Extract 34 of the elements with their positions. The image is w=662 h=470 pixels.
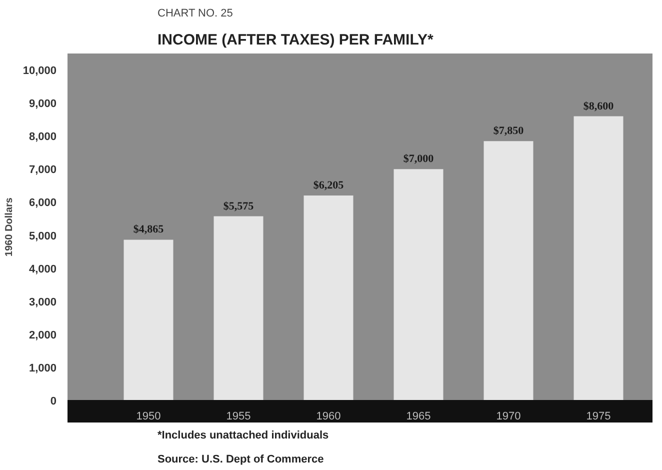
bar bbox=[484, 141, 534, 400]
y-tick-label: 4,000 bbox=[28, 263, 57, 276]
chart-subtitle: CHART NO. 25 bbox=[158, 8, 233, 20]
bar bbox=[394, 169, 444, 400]
data-label: $8,600 bbox=[583, 100, 614, 112]
bar bbox=[574, 116, 624, 400]
y-tick-label: 0 bbox=[50, 396, 57, 408]
text: *Includes unattached individuals bbox=[158, 430, 329, 442]
y-axis-title: 1960 Dollars bbox=[4, 197, 15, 256]
data-label: $7,850 bbox=[493, 125, 524, 138]
bar bbox=[214, 216, 264, 400]
y-tick-label: 9,000 bbox=[28, 98, 57, 110]
x-tick-label: 1960 bbox=[316, 410, 341, 422]
x-tick-label: 1955 bbox=[226, 410, 251, 422]
bar bbox=[124, 240, 174, 400]
x-tick-label: 1975 bbox=[586, 410, 611, 422]
data-label: $5,575 bbox=[223, 200, 254, 212]
bar bbox=[304, 195, 354, 400]
data-label: $6,205 bbox=[313, 179, 344, 192]
y-tick-label: 6,000 bbox=[28, 197, 57, 210]
x-tick-label: 1970 bbox=[496, 410, 521, 422]
y-tick-label: 10,000 bbox=[22, 65, 57, 78]
y-tick-label: 7,000 bbox=[28, 164, 57, 176]
source-note: Source: U.S. Dept of Commerce bbox=[158, 454, 324, 466]
x-tick-label: 1950 bbox=[136, 410, 161, 422]
x-tick-label: 1965 bbox=[406, 410, 431, 422]
chart-title: INCOME (AFTER TAXES) PER FAMILY* bbox=[158, 32, 434, 48]
data-label: $4,865 bbox=[133, 224, 164, 236]
y-tick-label: 5,000 bbox=[28, 230, 57, 242]
y-tick-label: 1,000 bbox=[28, 362, 57, 374]
data-label: $7,000 bbox=[403, 153, 434, 166]
y-tick-label: 2,000 bbox=[28, 329, 57, 342]
y-tick-label: 8,000 bbox=[28, 131, 57, 144]
y-tick-label: 3,000 bbox=[28, 296, 57, 308]
